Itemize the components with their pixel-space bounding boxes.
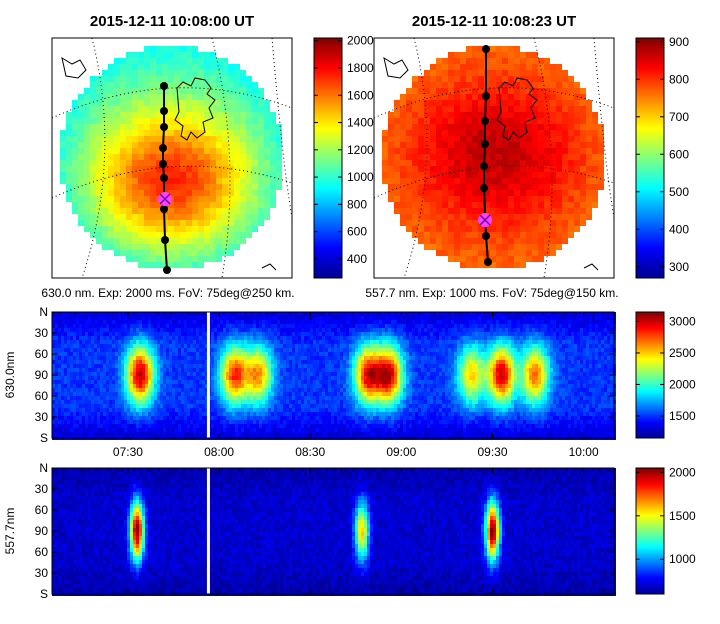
current-position-cross: [159, 193, 171, 205]
allsky-630-gridlines: [51, 37, 293, 279]
data-gap: [206, 312, 210, 438]
colorbar-tick-label: 400: [669, 222, 689, 236]
y-tick-label: 30: [35, 566, 49, 580]
y-tick-label: 60: [35, 347, 49, 361]
colorbar-tick-label: 2000: [347, 34, 374, 48]
colorbar-tick-label: 1400: [347, 116, 374, 130]
colorbar-tick-label: 300: [669, 260, 689, 274]
colorbar-tick-label: 700: [669, 110, 689, 124]
meridian-marker: [480, 184, 488, 192]
data-gap: [206, 468, 210, 594]
x-tick-label: 07:30: [113, 445, 143, 459]
meridian-marker: [159, 144, 167, 152]
meridian-marker: [160, 107, 168, 115]
meridian-marker: [160, 123, 168, 131]
y-tick-label: N: [39, 461, 48, 475]
colorbar-tick-label: 500: [669, 185, 689, 199]
colorbar-tick-label: 900: [669, 35, 689, 49]
meridian-marker: [482, 45, 490, 53]
colorbar-tick-label: 1600: [347, 88, 374, 102]
meridian-marker: [161, 236, 169, 244]
colorbar-tick-label: 1800: [347, 61, 374, 75]
meridian-marker: [481, 140, 489, 148]
colorbar-tick-label: 1000: [669, 552, 696, 566]
allsky-panel-630: 2015-12-11 10:08:00 UT 630.0 nm. Exp: 20…: [41, 13, 374, 300]
allsky-557-colorbar: 900 800 700 600 500 400 300: [635, 35, 689, 279]
meridian-marker: [160, 205, 168, 213]
keogram-630: N 30 60 90 60 30 S 07:30 08:00 08:30 09:00 09:30 10:…: [3, 305, 696, 459]
colorbar-tick-label: 800: [347, 197, 367, 211]
colorbar-tick-label: 400: [347, 252, 367, 266]
allsky-630-caption: 630.0 nm. Exp: 2000 ms. FoV: 75deg@250 k…: [41, 286, 294, 300]
colorbar-tick-label: 2000: [669, 377, 696, 391]
keogram-557-colorbar: 2000 1500 1000: [635, 465, 696, 595]
meridian-marker: [480, 162, 488, 170]
allsky-557-gridlines: [373, 37, 615, 279]
x-tick-label: 08:00: [204, 445, 234, 459]
meridian-marker: [484, 258, 492, 266]
x-tick-label: 10:00: [569, 445, 599, 459]
x-tick-label: 09:00: [386, 445, 416, 459]
meridian-marker: [482, 232, 490, 240]
allsky-630-meridian: [158, 82, 172, 274]
allsky-630-image: [60, 46, 282, 268]
allsky-630-coastline: [61, 56, 277, 271]
y-tick-label: S: [40, 431, 48, 445]
colorbar-tick-label: 3000: [669, 314, 696, 328]
y-tick-label: 60: [35, 389, 49, 403]
x-tick-label: 08:30: [295, 445, 325, 459]
allsky-557-coastline: [383, 56, 599, 271]
meridian-marker: [160, 82, 168, 90]
keogram-557-image: [52, 468, 616, 596]
y-tick-label: 90: [35, 368, 49, 382]
y-tick-label: 30: [35, 326, 49, 340]
colorbar-tick-label: 1200: [347, 143, 374, 157]
meridian-marker: [160, 174, 168, 182]
colorbar-tick-label: 1000: [347, 170, 374, 184]
colorbar-tick-label: 1500: [669, 409, 696, 423]
y-tick-label: N: [39, 305, 48, 319]
keogram-630-colorbar: 3000 2500 2000 1500: [635, 311, 696, 439]
keogram-557-ylabel: 557.7nm: [3, 508, 17, 555]
colorbar-tick-label: 2500: [669, 346, 696, 360]
meridian-line: [483, 49, 489, 263]
allsky-557-caption: 557.7 nm. Exp: 1000 ms. FoV: 75deg@150 k…: [365, 286, 618, 300]
current-position-cross: [479, 214, 491, 226]
keogram-557: N 30 60 90 60 30 S 557.7nm 2000 1500 1000: [3, 461, 696, 601]
allsky-557-meridian: [478, 45, 492, 266]
keogram-630-ylabel: 630.0nm: [3, 352, 17, 399]
meridian-marker: [163, 266, 171, 274]
y-tick-label: 60: [35, 545, 49, 559]
allsky-557-title: 2015-12-11 10:08:23 UT: [412, 13, 576, 30]
colorbar-tick-label: 1500: [669, 509, 696, 523]
y-tick-label: 30: [35, 482, 49, 496]
meridian-marker: [481, 117, 489, 125]
y-tick-label: 60: [35, 503, 49, 517]
y-tick-label: 30: [35, 410, 49, 424]
allsky-557-image: [382, 46, 604, 268]
allsky-630-title: 2015-12-11 10:08:00 UT: [90, 13, 254, 30]
allsky-630-colorbar: 2000 1800 1600 1400 1200 1000 800 600 400: [313, 34, 374, 279]
x-tick-label: 09:30: [477, 445, 507, 459]
colorbar-tick-label: 800: [669, 72, 689, 86]
y-tick-label: 90: [35, 524, 49, 538]
y-tick-label: S: [40, 587, 48, 601]
colorbar-tick-label: 2000: [669, 465, 696, 479]
meridian-marker: [159, 160, 167, 168]
meridian-marker: [482, 92, 490, 100]
colorbar-tick-label: 600: [669, 147, 689, 161]
allsky-panel-557: 2015-12-11 10:08:23 UT 557.7 nm. Exp: 10…: [365, 13, 689, 300]
keogram-630-image: [52, 312, 616, 440]
colorbar-tick-label: 600: [347, 225, 367, 239]
